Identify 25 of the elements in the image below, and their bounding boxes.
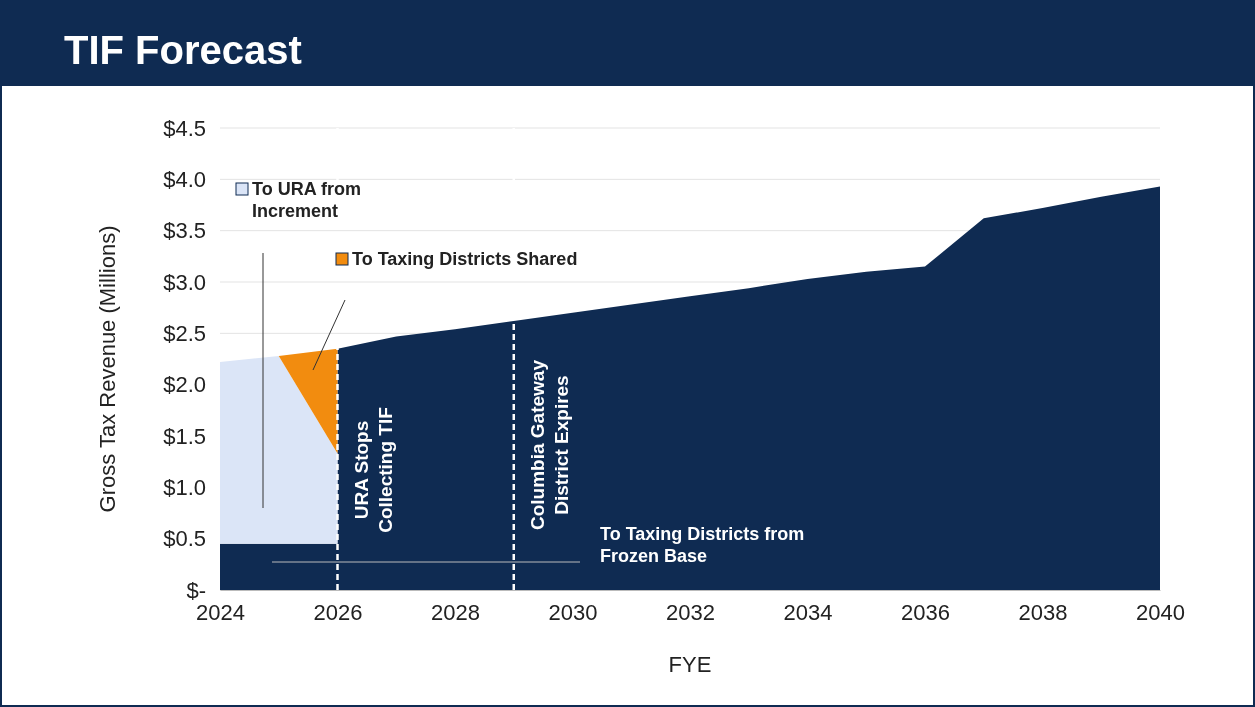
- y-tick-label: $4.5: [163, 115, 206, 141]
- y-tick-label: $0.5: [163, 526, 206, 552]
- y-tick-label: $2.0: [163, 372, 206, 398]
- y-tick-label: $4.0: [163, 166, 206, 192]
- x-tick-label: 2036: [901, 599, 950, 625]
- legend-label: To Taxing Districts Shared: [352, 249, 578, 269]
- series-label: To Taxing Districts from Frozen Base: [600, 524, 805, 566]
- y-tick-label: $3.5: [163, 218, 206, 244]
- y-tick-label: $1.0: [163, 474, 206, 500]
- x-tick-label: 2028: [431, 599, 480, 625]
- x-tick-label: 2032: [666, 599, 715, 625]
- x-axis-title: FYE: [668, 652, 712, 677]
- y-tick-label: $2.5: [163, 320, 206, 346]
- x-tick-label: 2034: [783, 599, 833, 625]
- chart-title: TIF Forecast: [64, 28, 302, 72]
- y-tick-label: $3.0: [163, 269, 206, 295]
- y-tick-label: $1.5: [163, 423, 206, 449]
- x-tick-label: 2038: [1018, 599, 1068, 625]
- x-tick-label: 2026: [313, 599, 363, 625]
- x-tick-label: 2030: [548, 599, 598, 625]
- x-tick-label: 2040: [1136, 599, 1185, 625]
- ref-line-label: URA Stops Collecting TIF: [350, 407, 396, 533]
- ref-line-label: Columbia Gateway District Expires: [526, 359, 572, 530]
- y-axis-title: Gross Tax Revenue (Millions): [95, 225, 120, 513]
- legend-label: To URA from Increment: [252, 179, 361, 221]
